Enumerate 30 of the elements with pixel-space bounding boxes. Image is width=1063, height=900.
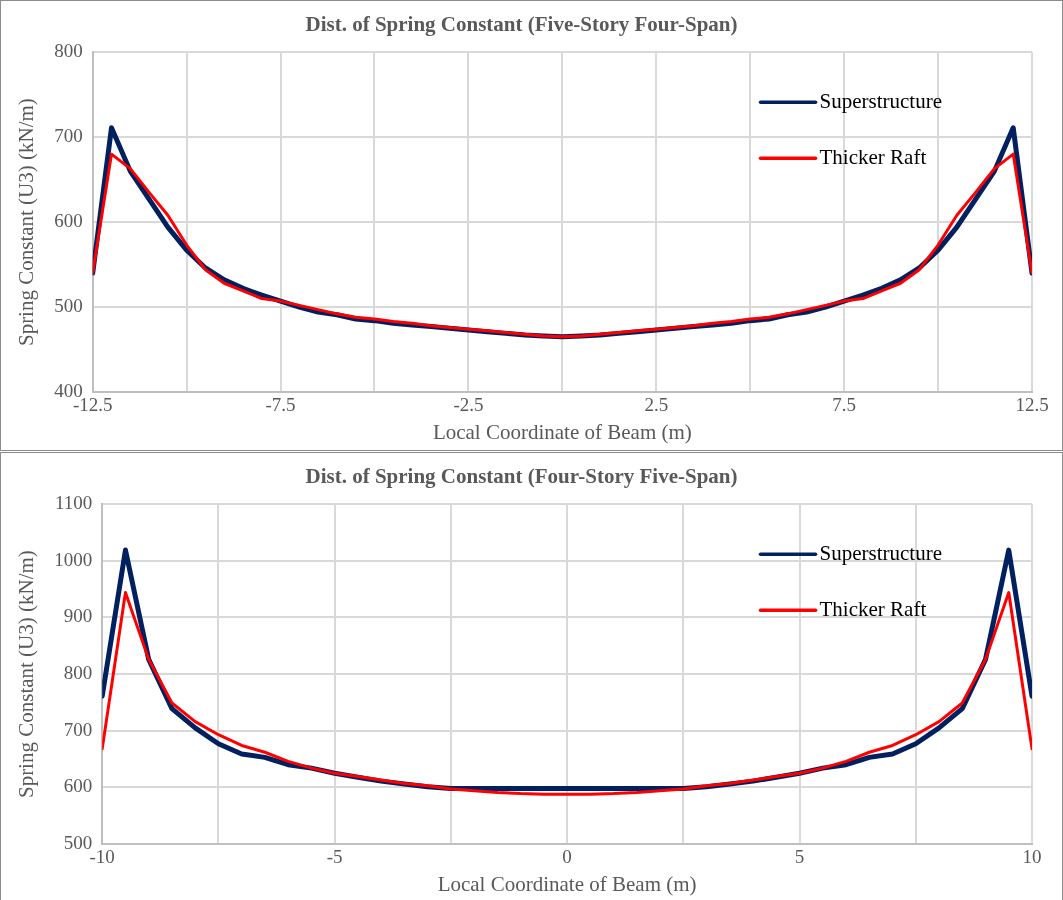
x-tick-label: -2.5: [453, 394, 484, 416]
y-axis-title: Spring Constant (U3) (kN/m): [14, 98, 39, 347]
y-tick-label: 900: [63, 605, 93, 627]
chart-title: Dist. of Spring Constant (Five-Story Four-Span): [305, 12, 738, 37]
legend-label: Superstructure: [819, 540, 943, 565]
y-tick-label: 700: [54, 125, 83, 147]
y-tick-label: 1000: [54, 548, 93, 570]
x-tick-label: -5: [326, 846, 343, 868]
x-tick-label: 12.5: [1015, 394, 1049, 416]
y-tick-label: 500: [63, 831, 93, 853]
y-tick-label: 800: [54, 40, 83, 62]
y-tick-label: 600: [63, 775, 93, 797]
x-tick-label: 0: [562, 846, 572, 868]
y-tick-label: 500: [54, 295, 83, 317]
x-axis-title: Local Coordinate of Beam (m): [437, 871, 697, 896]
legend-label: Thicker Raft: [819, 144, 927, 169]
y-tick-label: 800: [63, 662, 93, 684]
x-tick-label: 10: [1022, 846, 1042, 868]
x-tick-label: 7.5: [832, 394, 857, 416]
legend-label: Superstructure: [819, 88, 943, 113]
x-axis-title: Local Coordinate of Beam (m): [432, 419, 692, 444]
x-tick-label: 5: [794, 846, 805, 868]
x-tick-label: 2.5: [644, 394, 669, 416]
y-axis-title: Spring Constant (U3) (kN/m): [14, 550, 39, 799]
y-tick-label: 600: [54, 210, 83, 232]
x-tick-label: -7.5: [265, 394, 296, 416]
legend-label: Thicker Raft: [819, 596, 927, 621]
y-tick-label: 700: [63, 718, 93, 740]
chart-title: Dist. of Spring Constant (Four-Story Five-Span): [305, 464, 738, 489]
y-tick-label: 1100: [54, 492, 93, 514]
